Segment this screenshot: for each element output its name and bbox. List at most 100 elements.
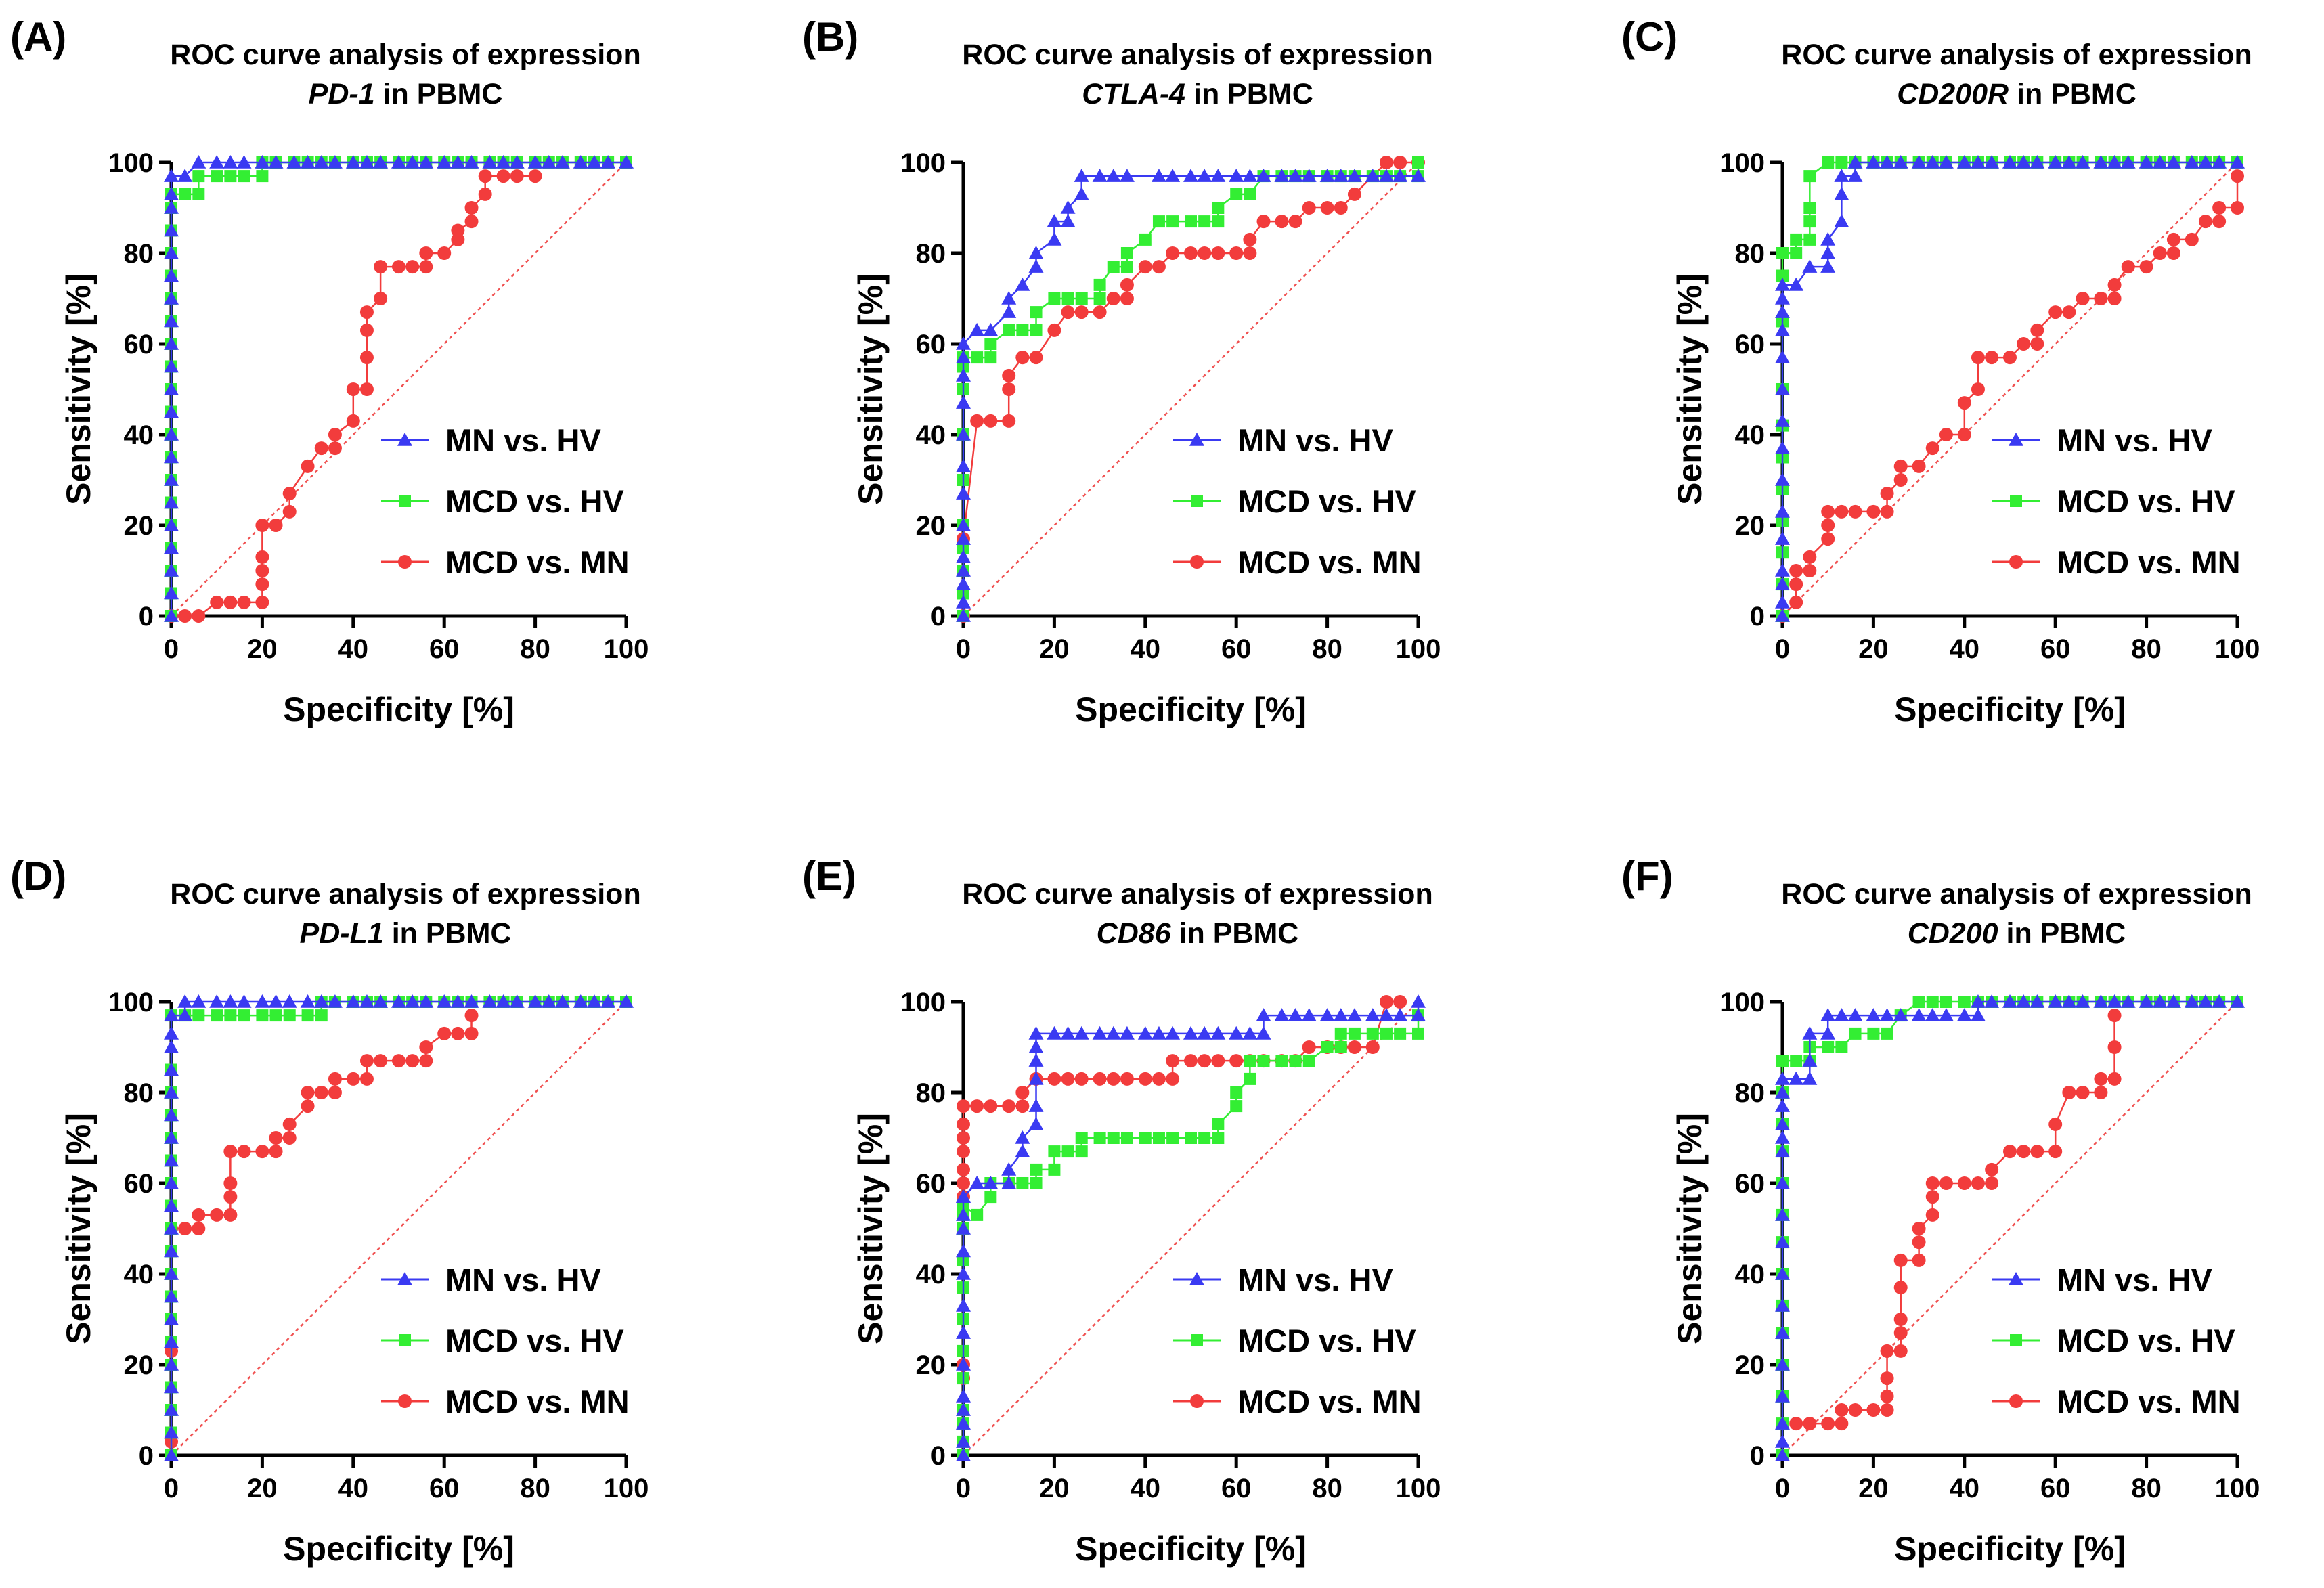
data-point: [1775, 609, 1790, 622]
data-point: [2231, 169, 2244, 183]
chart-title: ROC curve analysis of expression: [170, 39, 640, 71]
data-point: [300, 155, 315, 169]
data-point: [1835, 156, 1848, 169]
data-point: [1166, 1054, 1180, 1068]
x-tick-label: 60: [2040, 1474, 2071, 1503]
data-point: [1334, 1041, 1347, 1053]
legend-marker: [399, 1334, 411, 1346]
data-point: [1210, 1025, 1226, 1040]
data-point: [2030, 323, 2044, 337]
x-tick-label: 80: [2131, 1474, 2162, 1503]
data-point: [1834, 186, 1849, 200]
data-point: [346, 382, 360, 396]
reference-line: [1782, 162, 2238, 617]
data-point: [313, 155, 329, 169]
x-tick-label: 0: [956, 1474, 971, 1503]
series-line: [170, 1000, 626, 1455]
x-tick-label: 20: [1858, 634, 1889, 664]
data-point: [1165, 1025, 1181, 1040]
data-point: [1120, 247, 1133, 259]
data-point: [957, 1131, 970, 1145]
data-point: [1212, 202, 1225, 214]
y-tick-label: 0: [931, 602, 946, 632]
data-point: [1185, 1132, 1197, 1144]
data-point: [1002, 382, 1016, 396]
series-mn-vs-hv: [164, 155, 634, 622]
legend-marker: [1190, 555, 1204, 569]
x-axis-label: Specificity [%]: [1075, 1530, 1307, 1568]
data-point: [1866, 155, 1881, 169]
data-point: [359, 323, 374, 337]
x-tick-label: 60: [429, 634, 460, 664]
data-point: [255, 564, 269, 577]
data-point: [1775, 1434, 1790, 1448]
data-point: [164, 1380, 179, 1394]
chart-subtitle: CTLA-4 in PBMC: [1082, 78, 1313, 110]
data-point: [2184, 155, 2199, 169]
data-point: [1893, 459, 1908, 473]
data-point: [1866, 1403, 1881, 1417]
data-point: [1256, 169, 1271, 182]
data-point: [164, 586, 179, 600]
roc-panel: (A) ROC curve analysis of expression PD-1 …: [10, 14, 649, 728]
legend-marker: [2009, 433, 2023, 446]
data-point: [164, 563, 179, 577]
data-point: [2061, 994, 2077, 1008]
data-point: [1075, 292, 1088, 305]
data-point: [255, 1145, 269, 1159]
y-tick-label: 0: [1750, 602, 1765, 632]
data-point: [1970, 1008, 1986, 1021]
data-point: [509, 155, 525, 169]
data-point: [1288, 169, 1303, 182]
data-point: [956, 1243, 971, 1258]
data-point: [2197, 155, 2213, 169]
gene-name: PD-L1: [300, 917, 384, 950]
y-tick-label: 100: [108, 988, 154, 1017]
data-point: [1244, 1072, 1256, 1085]
data-point: [496, 994, 511, 1008]
data-point: [1047, 231, 1062, 246]
legend-item: MN vs. HV: [1173, 1262, 1393, 1298]
data-point: [346, 1072, 360, 1086]
data-point: [282, 504, 297, 519]
data-point: [956, 549, 971, 563]
data-point: [1803, 1417, 1817, 1431]
data-point: [1822, 156, 1835, 169]
data-point: [1212, 1132, 1225, 1144]
data-point: [956, 1221, 971, 1235]
y-tick-label: 20: [1735, 1350, 1766, 1380]
data-point: [1183, 169, 1198, 182]
data-point: [223, 595, 238, 609]
data-point: [164, 268, 179, 282]
data-point: [983, 322, 999, 336]
data-point: [1849, 1027, 1862, 1040]
data-point: [437, 994, 452, 1008]
data-point: [1003, 324, 1015, 336]
data-point: [392, 260, 405, 274]
title-suffix: in PBMC: [1171, 917, 1299, 950]
data-point: [1820, 1008, 1836, 1021]
data-point: [956, 1388, 971, 1403]
data-point: [192, 1208, 206, 1222]
data-point: [1848, 504, 1862, 519]
data-point: [1105, 169, 1121, 182]
data-point: [1256, 215, 1271, 229]
data-point: [478, 187, 492, 201]
data-point: [956, 1298, 971, 1312]
data-point: [1775, 1071, 1790, 1085]
data-point: [1775, 1416, 1790, 1430]
data-point: [179, 188, 192, 200]
data-point: [1243, 246, 1257, 260]
data-point: [1166, 246, 1180, 260]
y-tick-label: 80: [1735, 1078, 1766, 1108]
data-point: [268, 155, 284, 169]
x-tick-label: 60: [2040, 634, 2071, 664]
data-point: [1001, 1162, 1017, 1176]
data-point: [2107, 1072, 2122, 1086]
roc-panel: (B) ROC curve analysis of expression CTLA-…: [802, 14, 1441, 728]
data-point: [164, 1176, 179, 1189]
data-point: [1151, 169, 1166, 182]
data-point: [2120, 155, 2136, 169]
legend-item: MCD vs. HV: [381, 1323, 624, 1359]
